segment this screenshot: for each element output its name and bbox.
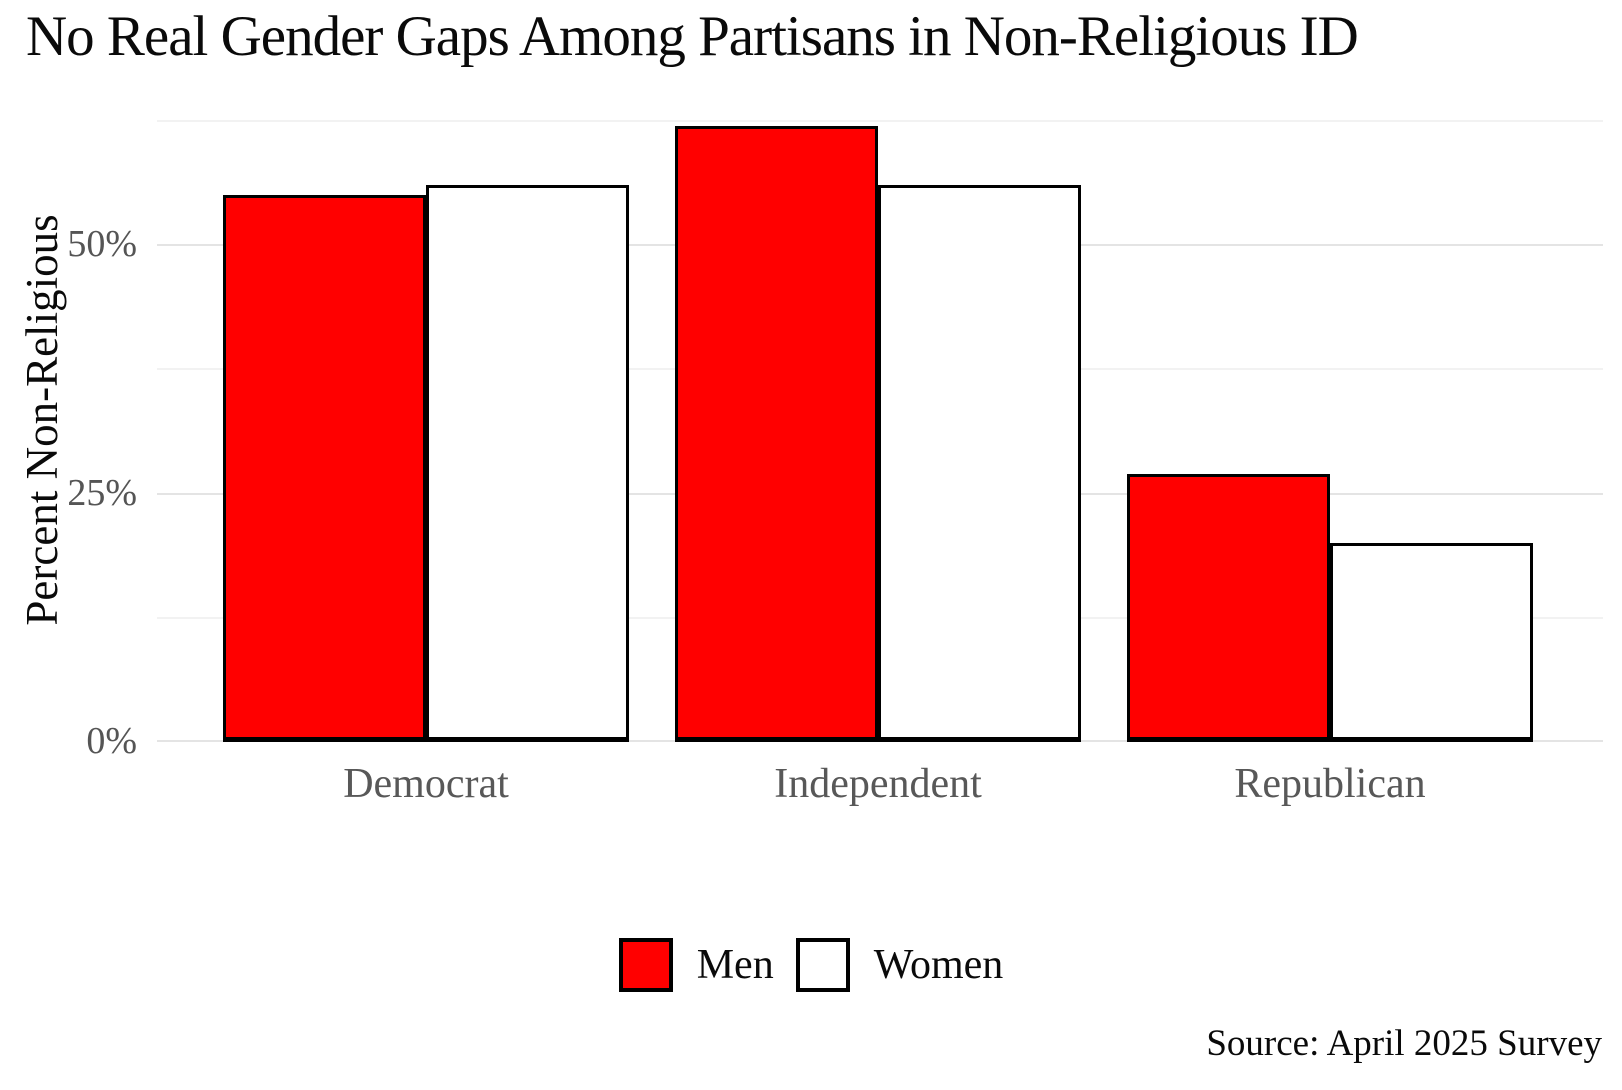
bar-women-republican	[1330, 543, 1533, 742]
bar-women-independent	[878, 185, 1081, 742]
x-label-republican: Republican	[1234, 761, 1426, 807]
y-tick-label-25%: 25%	[67, 471, 137, 514]
source-note: Source: April 2025 Survey	[1206, 1023, 1602, 1064]
x-label-democrat: Democrat	[343, 761, 509, 807]
x-axis-labels: Democrat Independent Republican	[157, 760, 1603, 820]
legend-swatch-men	[618, 938, 673, 992]
bar-men-democrat	[223, 195, 426, 742]
bar-men-independent	[675, 125, 878, 742]
y-tick-label-0%: 0%	[86, 720, 137, 763]
y-axis-tick-labels: 0% 25% 50%	[0, 94, 137, 762]
legend-swatch-women	[795, 938, 850, 992]
legend-label-men: Men	[696, 942, 774, 988]
bar-women-democrat	[426, 185, 629, 742]
legend-item-men: Men	[618, 938, 774, 992]
legend: Men Women	[0, 938, 1622, 992]
y-tick-label-50%: 50%	[67, 223, 137, 266]
plot-panel	[157, 94, 1603, 742]
gridline-minor-62.5	[157, 119, 1603, 122]
bar-men-republican	[1127, 473, 1330, 742]
legend-label-women: Women	[873, 942, 1004, 988]
chart-title: No Real Gender Gaps Among Partisans in N…	[26, 5, 1359, 68]
legend-item-women: Women	[795, 938, 1004, 992]
x-label-independent: Independent	[774, 761, 982, 807]
